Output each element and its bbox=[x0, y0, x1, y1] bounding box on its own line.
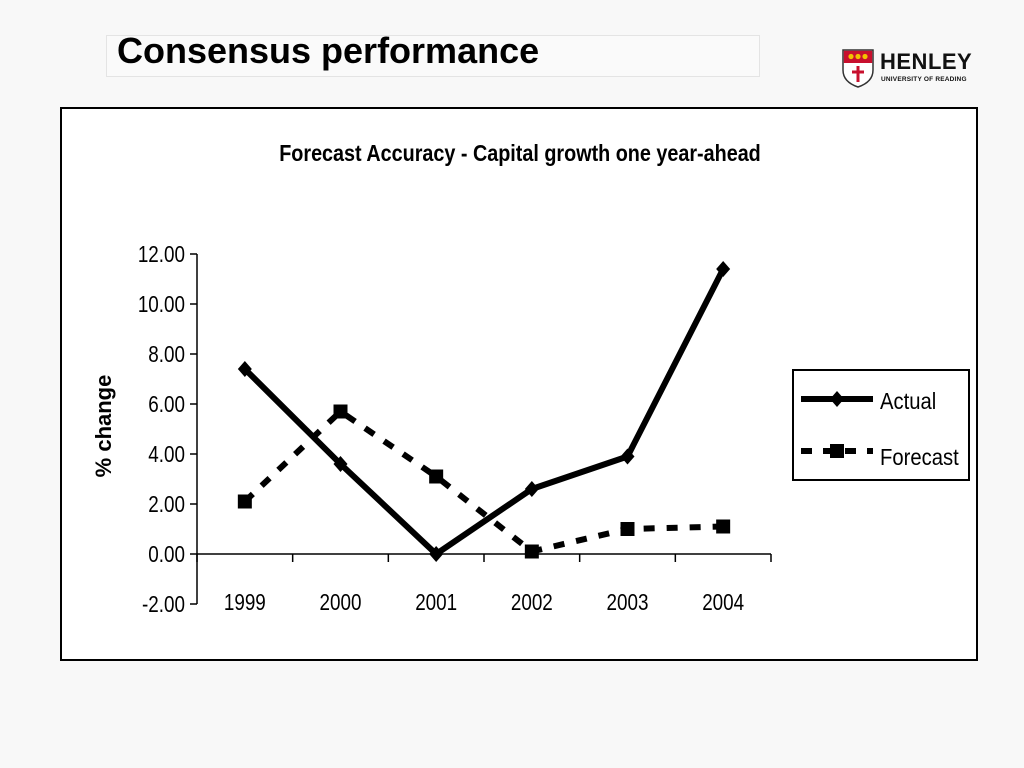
legend-box bbox=[792, 369, 970, 481]
x-tick-label: 2004 bbox=[702, 590, 744, 615]
crest-icon bbox=[842, 49, 874, 88]
point-actual bbox=[716, 261, 731, 277]
point-forecast bbox=[333, 404, 348, 419]
legend-forecast-marker bbox=[830, 444, 844, 458]
series-forecast-line bbox=[242, 407, 724, 555]
y-tick-label: 4.00 bbox=[148, 442, 185, 467]
point-forecast bbox=[716, 519, 731, 534]
x-tick-label: 2002 bbox=[511, 590, 553, 615]
chart-frame: Forecast Accuracy - Capital growth one y… bbox=[60, 107, 978, 661]
logo-name: HENLEY bbox=[880, 49, 973, 74]
point-actual bbox=[333, 456, 348, 472]
x-tick-labels: 1999 2000 2001 2002 2003 2004 bbox=[224, 590, 745, 615]
y-axis-label: % change bbox=[91, 375, 116, 478]
chart-title: Forecast Accuracy - Capital growth one y… bbox=[279, 141, 761, 167]
legend-forecast-label: Forecast bbox=[880, 444, 959, 471]
point-forecast bbox=[429, 469, 444, 484]
henley-logo: HENLEY UNIVERSITY OF READING bbox=[842, 48, 982, 90]
point-actual bbox=[524, 481, 539, 497]
y-tick-label: 6.00 bbox=[148, 392, 185, 417]
series-group bbox=[237, 261, 731, 562]
y-tick-label: -2.00 bbox=[142, 592, 185, 617]
y-tick-label: 12.00 bbox=[138, 242, 185, 267]
legend-actual-marker bbox=[830, 391, 844, 407]
x-tick-label: 1999 bbox=[224, 590, 266, 615]
series-actual-line bbox=[242, 267, 726, 558]
y-tick-label: 8.00 bbox=[148, 342, 185, 367]
y-tick-label: 2.00 bbox=[148, 492, 185, 517]
axes bbox=[190, 253, 772, 605]
y-tick-labels: 12.00 10.00 8.00 6.00 4.00 2.00 0.00 -2.00 bbox=[138, 242, 185, 617]
x-tick-label: 2001 bbox=[415, 590, 457, 615]
point-forecast bbox=[524, 544, 539, 559]
point-actual bbox=[620, 448, 635, 465]
legend: Actual Forecast bbox=[792, 369, 970, 481]
y-tick-label: 10.00 bbox=[138, 292, 185, 317]
slide-title-box: Consensus performance bbox=[106, 30, 760, 77]
x-tick-label: 2000 bbox=[320, 590, 362, 615]
slide-title: Consensus performance bbox=[117, 30, 540, 71]
point-actual bbox=[237, 361, 252, 377]
line-chart: Forecast Accuracy - Capital growth one y… bbox=[91, 141, 970, 617]
legend-actual-label: Actual bbox=[880, 388, 936, 415]
point-forecast bbox=[237, 494, 252, 509]
point-actual bbox=[429, 546, 444, 562]
logo-subtitle: UNIVERSITY OF READING bbox=[881, 76, 967, 83]
x-tick-label: 2003 bbox=[607, 590, 649, 615]
point-forecast bbox=[620, 522, 635, 536]
y-tick-label: 0.00 bbox=[148, 542, 185, 567]
